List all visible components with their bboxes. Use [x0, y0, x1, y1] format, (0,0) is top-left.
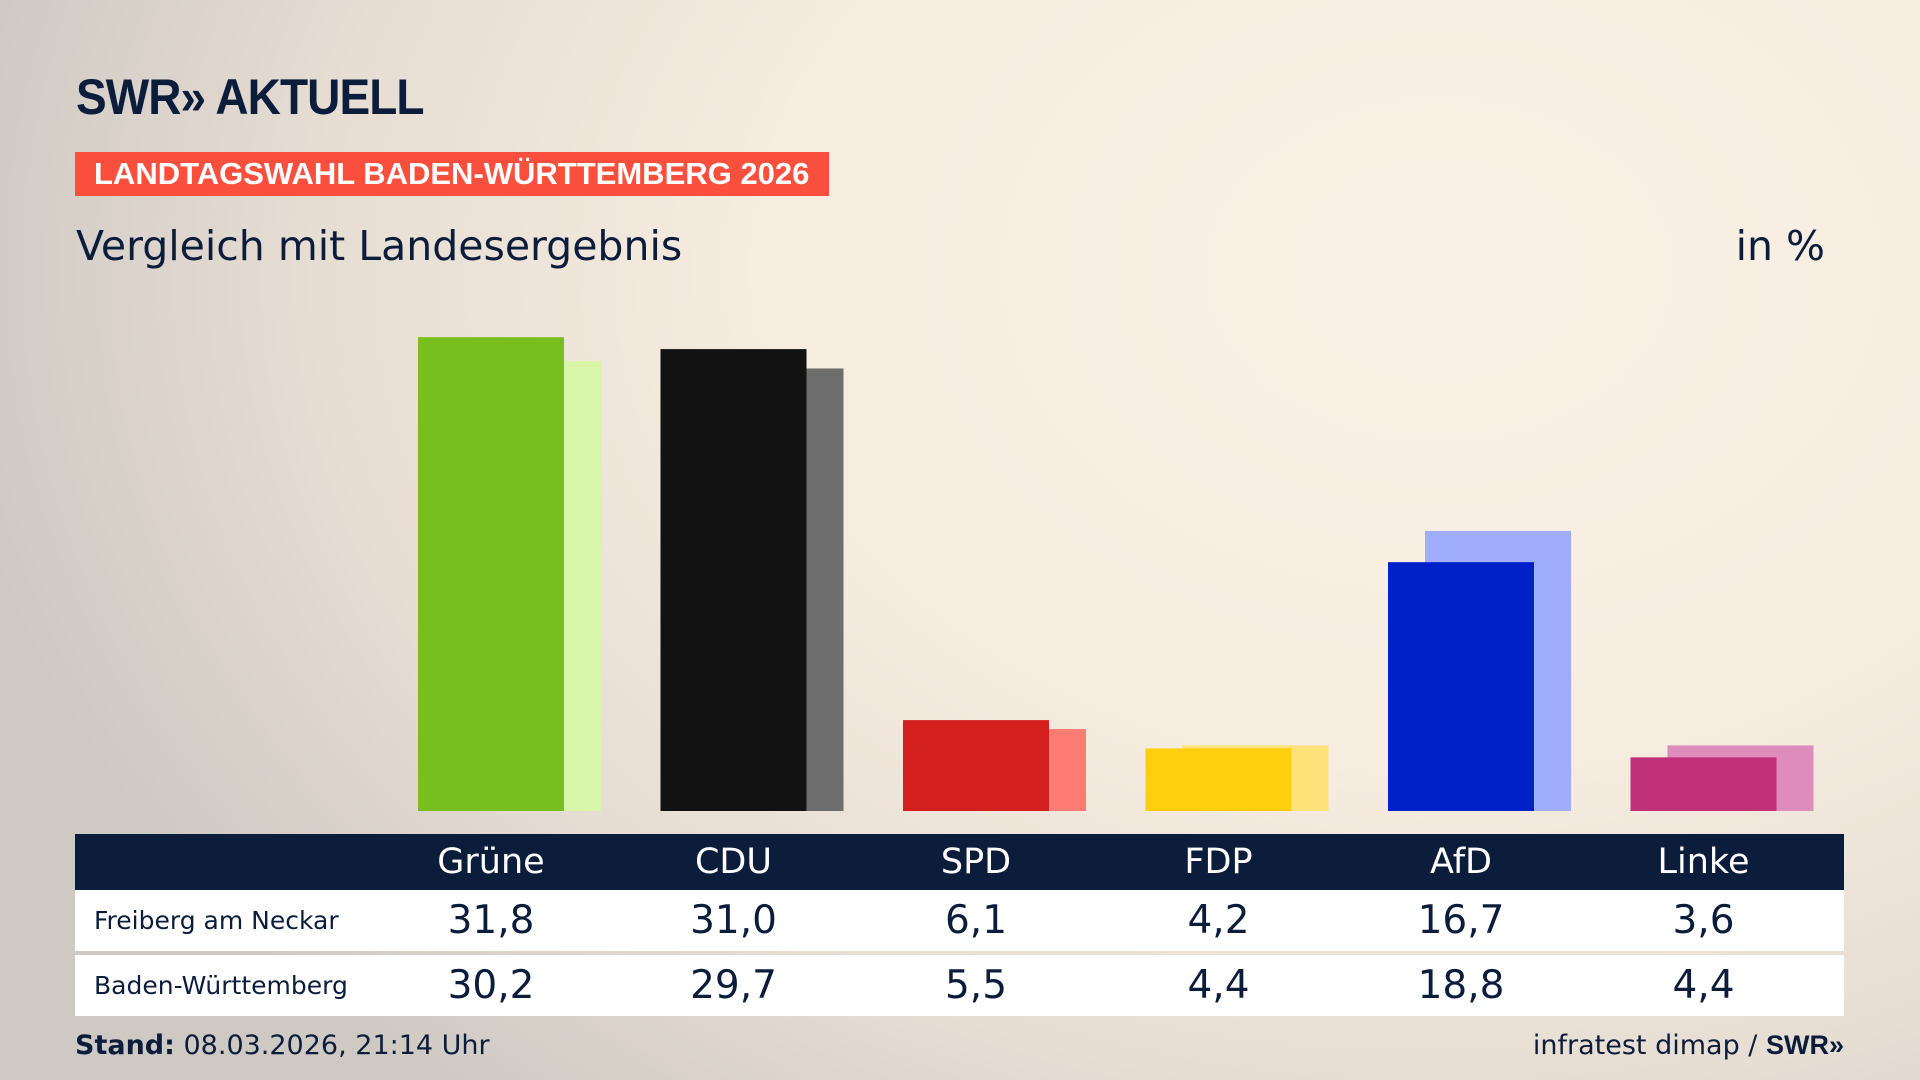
source-text: infratest dimap / — [1532, 1030, 1766, 1061]
value-label: 3,6 — [1672, 898, 1735, 943]
row-label: Baden-Württemberg — [94, 971, 348, 1000]
value-label: 31,8 — [447, 898, 535, 943]
table-row-state: Baden-Württemberg 30,2 29,7 5,5 4,4 18,8 4,4 — [75, 955, 1844, 1016]
bar-local-grüne — [418, 337, 564, 811]
party-header: Linke — [1657, 842, 1750, 882]
value-label: 30,2 — [447, 963, 535, 1008]
bar-local-linke — [1630, 757, 1777, 811]
value-label: 4,4 — [1187, 963, 1250, 1008]
stand-value: 08.03.2026, 21:14 Uhr — [174, 1030, 490, 1061]
value-label: 16,7 — [1417, 898, 1505, 943]
value-label: 29,7 — [690, 963, 777, 1008]
value-label: 4,2 — [1187, 898, 1250, 943]
value-label: 4,4 — [1672, 963, 1735, 1008]
party-header: Grüne — [437, 842, 545, 882]
election-banner: LANDTAGSWAHL BADEN-WÜRTTEMBERG 2026 — [75, 152, 829, 196]
bar-local-afd — [1388, 562, 1534, 811]
party-header: FDP — [1184, 842, 1253, 882]
party-header: SPD — [940, 842, 1012, 882]
value-label: 31,0 — [690, 898, 777, 943]
party-header: AfD — [1430, 842, 1492, 882]
party-header: CDU — [694, 842, 772, 882]
stand-label: Stand: — [75, 1030, 175, 1061]
swr-aktuell-logo: SWR» AKTUELL — [76, 69, 424, 125]
chart-subtitle: Vergleich mit Landesergebnis — [76, 222, 683, 270]
unit-label: in % — [1735, 222, 1825, 270]
row-label: Freiberg am Neckar — [94, 906, 339, 935]
timestamp: Stand: 08.03.2026, 21:14 Uhr — [75, 1030, 490, 1061]
bar-local-spd — [903, 720, 1049, 811]
value-label: 5,5 — [944, 963, 1008, 1008]
swr-logo: SWR» — [1765, 1030, 1844, 1060]
bar-local-cdu — [660, 349, 807, 811]
table-row-local: Freiberg am Neckar 31,8 31,0 6,1 4,2 16,7 3,6 — [75, 890, 1844, 951]
value-label: 18,8 — [1417, 963, 1505, 1008]
source: infratest dimap / SWR» — [1533, 1030, 1844, 1061]
table-header: Grüne CDU SPD FDP AfD Linke — [75, 834, 1844, 890]
bar-local-fdp — [1145, 748, 1292, 811]
value-label: 6,1 — [944, 898, 1008, 943]
